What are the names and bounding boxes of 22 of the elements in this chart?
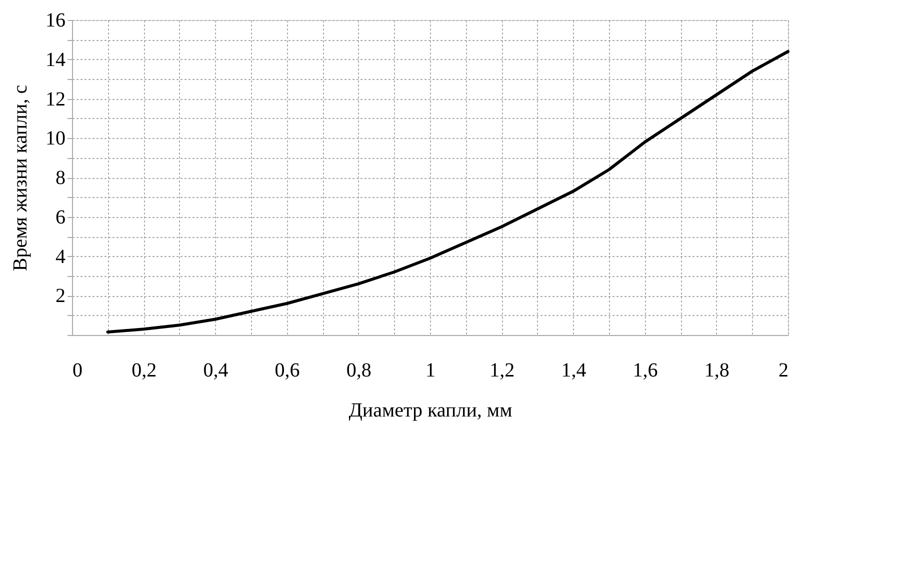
y-tick-label: 12 <box>46 88 66 110</box>
text: 1,4 <box>561 360 586 382</box>
x-tick-label: 0 <box>72 360 82 382</box>
y-axis-title: Время жизни капли, с <box>10 84 32 272</box>
x-tick-label: 1 <box>426 360 436 382</box>
y-tick-label: 8 <box>56 167 66 189</box>
y-tick-label: 10 <box>46 128 66 150</box>
y-tick-label: 14 <box>46 48 66 71</box>
y-tick-label: 16 <box>46 10 66 32</box>
text: 1,2 <box>490 360 515 382</box>
text: 1,8 <box>704 360 730 382</box>
y-tick-label: 2 <box>56 285 66 308</box>
text: 0,2 <box>132 360 157 382</box>
text: 0,6 <box>274 360 300 382</box>
y-tick-label: 6 <box>56 206 66 228</box>
text: 0,4 <box>203 360 228 382</box>
y-tick-label: 4 <box>56 246 66 268</box>
x-axis-title: Диаметр капли, мм <box>348 400 513 422</box>
x-tick-label: 2 <box>778 360 788 382</box>
text: 1,6 <box>632 360 658 382</box>
text: 0,8 <box>346 360 372 382</box>
line-series <box>106 50 790 334</box>
